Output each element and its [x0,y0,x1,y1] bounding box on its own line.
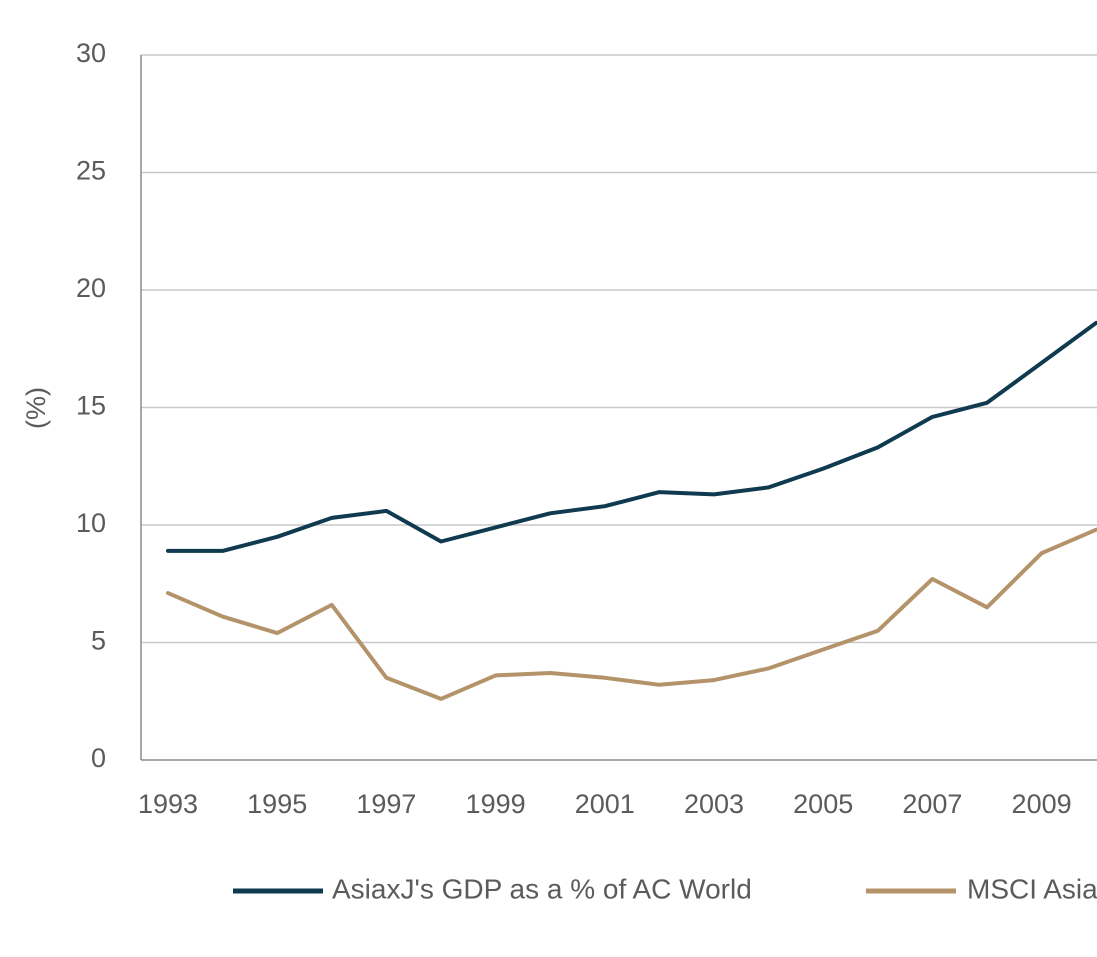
x-tick-label: 1999 [466,789,526,819]
series-line-1 [166,320,1097,553]
y-axis-title: (%) [21,387,51,429]
gridlines [141,54,1097,644]
y-tick-label: 0 [91,743,106,773]
y-tick-label: 10 [76,508,106,538]
legend-item-2: MSCI Asia [866,873,1097,904]
legend-label: MSCI Asia [967,873,1097,904]
y-tick-label: 5 [91,626,106,656]
x-tick-label: 2001 [575,789,635,819]
series-lines [166,320,1097,701]
x-tick-labels: 1993 1995 1997 1999 2001 2003 2005 2007 2009 [138,789,1072,819]
x-tick-label: 1997 [356,789,416,819]
x-tick-label: 1995 [247,789,307,819]
y-tick-label: 30 [76,38,106,68]
y-tick-label: 15 [76,391,106,421]
y-tick-label: 25 [76,156,106,186]
legend-item-1: AsiaxJ's GDP as a % of AC World [233,873,752,904]
x-tick-label: 2009 [1012,789,1072,819]
axes [140,55,1097,761]
x-tick-label: 2007 [902,789,962,819]
y-tick-labels: 0 5 10 15 20 25 30 [76,38,106,773]
x-tick-label: 1993 [138,789,198,819]
x-tick-label: 2003 [684,789,744,819]
legend: AsiaxJ's GDP as a % of AC World MSCI Asia [233,873,1097,904]
series-line-2 [166,527,1097,701]
y-tick-label: 20 [76,273,106,303]
legend-label: AsiaxJ's GDP as a % of AC World [332,873,752,904]
x-tick-label: 2005 [793,789,853,819]
